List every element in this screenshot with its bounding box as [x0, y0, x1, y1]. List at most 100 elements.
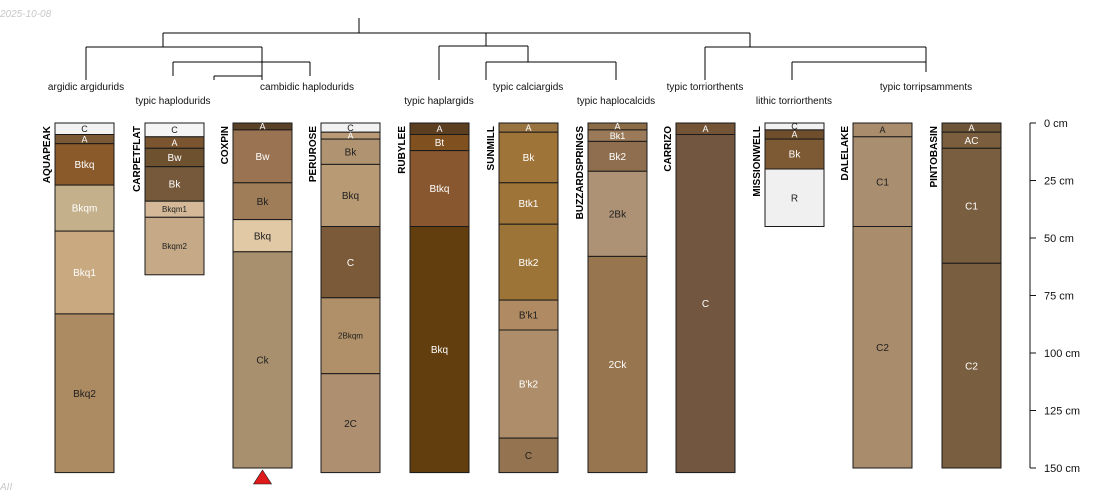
horizon-label-btk2: Btk2: [518, 258, 538, 269]
horizon-bkq2: [54, 313, 115, 474]
horizon-label-a: A: [347, 131, 353, 141]
horizon-label-bkqm: Bkqm: [72, 204, 98, 215]
horizon-c: [498, 437, 559, 474]
taxon-label-typic-torriorthents: typic torriorthents: [667, 82, 744, 93]
horizon-label-a: A: [81, 134, 87, 144]
horizon-label-bkq1: Bkq1: [73, 268, 96, 279]
horizon-c: [320, 226, 381, 299]
profile-name-sunmill: SUNMILL: [486, 126, 497, 170]
axis-tick-label: 125 cm: [1044, 406, 1080, 418]
profile-pintobasin: A AC C1 C2 PINTOBASIN: [929, 122, 1002, 469]
horizon-label-bw: Bw: [256, 152, 271, 163]
horizon-label-bkq2: Bkq2: [73, 389, 96, 400]
horizon-label-b-k2: B'k2: [519, 380, 539, 391]
horizon-btk1: [498, 182, 559, 225]
profile-name-pintobasin: PINTOBASIN: [929, 126, 940, 188]
horizon-label-bk: Bk: [523, 153, 536, 164]
profile-rubylee: A Bt Btkq Bkq RUBYLEE: [397, 122, 470, 474]
horizon-label-c: C: [81, 124, 88, 134]
horizon-ck: [232, 251, 293, 469]
horizon-label-btkq: Btkq: [74, 160, 94, 171]
horizon-label-2ck: 2Ck: [609, 360, 628, 371]
profile-name-coxpin: COXPIN: [220, 126, 231, 164]
horizon-label-btkq: Btkq: [429, 184, 449, 195]
horizon-label-bk: Bk: [257, 197, 270, 208]
horizon-label-c: C: [347, 258, 354, 269]
horizon-label-2bk: 2Bk: [609, 209, 627, 220]
taxon-label-typic-haplocalcids: typic haplocalcids: [577, 96, 655, 107]
horizon-label-bkq: Bkq: [254, 231, 271, 242]
profile-name-perurose: PERUROSE: [308, 126, 319, 182]
horizon-bk: [320, 138, 381, 165]
taxon-label-typic-haplargids: typic haplargids: [404, 96, 473, 107]
horizon-bkqm: [54, 184, 115, 232]
taxon-label-lithic-torriorthents: lithic torriorthents: [756, 96, 832, 107]
horizon-label-btk1: Btk1: [518, 199, 538, 210]
corner-mark: AII: [0, 482, 13, 493]
horizon-label-c: C: [347, 123, 354, 133]
horizon-label-bk: Bk: [789, 150, 802, 161]
horizon-label-c1: C1: [965, 201, 978, 212]
profile-carrizo: A C CARRIZO: [663, 122, 736, 474]
horizon-label-bkq: Bkq: [431, 345, 448, 356]
horizon-label-a: A: [791, 130, 797, 140]
profile-name-dalelake: DALELAKE: [840, 126, 851, 181]
horizon-2ck: [587, 255, 648, 474]
horizon-bkqm2: [144, 216, 205, 276]
horizon-label-a: A: [171, 138, 177, 148]
horizon-label-bk1: Bk1: [610, 131, 626, 141]
horizon-label-a: A: [879, 125, 885, 135]
horizon-label-a: A: [702, 124, 708, 134]
horizon-bk2: [587, 140, 648, 172]
horizon-label-2c: 2C: [344, 419, 357, 430]
profile-name-missionwell: MISSIONWELL: [752, 126, 763, 197]
horizon-bkq: [232, 219, 293, 253]
horizon-b-k1: [498, 299, 559, 331]
horizon-label-r: R: [791, 193, 798, 204]
axis-tick-label: 75 cm: [1044, 291, 1074, 303]
profile-name-aquapeak: AQUAPEAK: [42, 125, 53, 183]
horizon-label-a: A: [259, 122, 265, 132]
horizon-label-bkqm1: Bkqm1: [162, 205, 187, 214]
horizon-label-ck: Ck: [256, 356, 269, 367]
profile-name-carrizo: CARRIZO: [663, 126, 674, 172]
horizon-c2: [852, 226, 913, 469]
horizon-bk: [498, 131, 559, 184]
horizon-bkq1: [54, 230, 115, 315]
horizon-label-bkqm2: Bkqm2: [162, 242, 187, 251]
horizon-label-bk: Bk: [169, 180, 182, 191]
horizon-bkq: [320, 163, 381, 227]
taxon-label-typic-haplodurids: typic haplodurids: [135, 96, 210, 107]
horizon-label-bt: Bt: [435, 138, 445, 149]
horizon-label-c: C: [791, 122, 798, 132]
horizon-c1: [941, 147, 1002, 264]
horizon-c2: [941, 262, 1002, 469]
horizon-2bkqm: [320, 297, 381, 375]
profile-name-buzzardsprings: BUZZARDSPRINGS: [575, 126, 586, 220]
horizon-label-a: A: [614, 122, 620, 132]
horizon-bk: [232, 182, 293, 221]
axis-tick-label: 100 cm: [1044, 348, 1080, 360]
horizon-label-c: C: [702, 299, 709, 310]
axis-tick-label: 50 cm: [1044, 233, 1074, 245]
horizon-label-a: A: [436, 124, 442, 134]
profile-name-carpetflat: CARPETFLAT: [132, 126, 143, 192]
horizon-bkq: [409, 226, 470, 474]
date-stamp: 2025-10-08: [0, 9, 52, 20]
horizon-label-a: A: [525, 123, 531, 133]
horizon-c1: [852, 136, 913, 227]
horizon-2bk: [587, 170, 648, 257]
profile-aquapeak: CA Btkq Bkqm Bkq1 Bkq2 AQUAPEAK: [42, 122, 115, 474]
horizon-btkq: [54, 143, 115, 186]
horizon-label-ac: AC: [965, 136, 979, 147]
horizon-label-c1: C1: [876, 177, 889, 188]
taxon-label-argidic-argidurids: argidic argidurids: [48, 82, 124, 93]
horizon-label-bk: Bk: [345, 147, 358, 158]
horizon-2c: [320, 373, 381, 474]
profile-sunmill: A Bk Btk1 Btk2 B'k1 B'k2 C SUNMILL: [486, 122, 559, 474]
profile-carpetflat: CA Bw Bk Bkqm1 Bkqm2 CARPETFLAT: [132, 122, 205, 276]
horizon-label-2bkqm: 2Bkqm: [338, 332, 363, 341]
